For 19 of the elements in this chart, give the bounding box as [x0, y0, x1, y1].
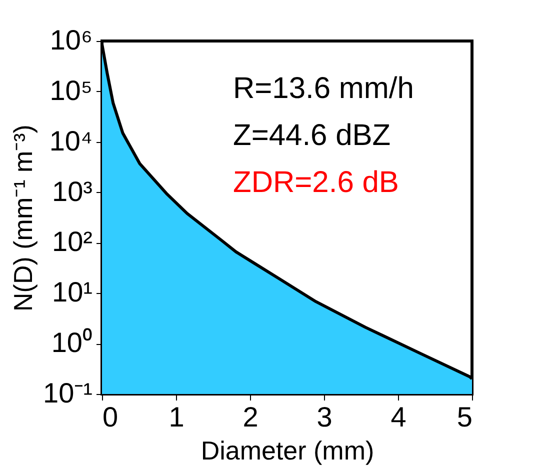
y-tick-label: 10¹ — [52, 276, 92, 308]
y-axis-title: N(D) (mm⁻¹ m⁻³) — [8, 124, 38, 312]
x-tick-label: 0 — [102, 402, 118, 432]
y-tick-label: 10⁰ — [51, 327, 92, 358]
x-tick-label: 1 — [168, 402, 184, 432]
x-tick-label: 3 — [316, 402, 332, 432]
annotation: Z=44.6 dBZ — [233, 119, 391, 152]
y-tick-label: 10⁶ — [50, 24, 92, 56]
y-tick-label: 10⁻¹ — [43, 378, 92, 408]
y-tick-label: 10² — [52, 226, 92, 258]
x-axis-title: Diameter (mm) — [200, 436, 374, 466]
annotation: ZDR=2.6 dB — [233, 166, 399, 199]
annotation: R=13.6 mm/h — [233, 72, 414, 105]
y-tick-label: 10³ — [52, 176, 92, 207]
x-tick-label: 2 — [242, 402, 258, 432]
x-tick-label: 5 — [456, 402, 472, 432]
x-tick-label: 4 — [390, 402, 406, 432]
y-tick-label: 10⁴ — [49, 125, 92, 156]
y-tick-label: 10⁵ — [50, 74, 92, 106]
